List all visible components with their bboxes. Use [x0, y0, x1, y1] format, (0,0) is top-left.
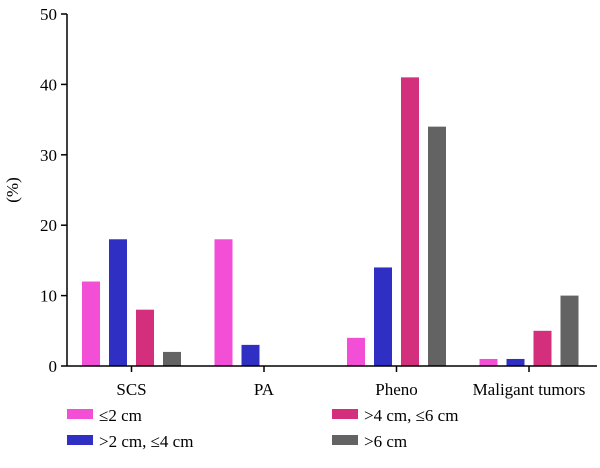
bar: [479, 358, 498, 366]
x-tick-label: SCS: [116, 380, 146, 399]
bar: [428, 126, 446, 366]
bar: [109, 239, 127, 366]
bars: [82, 77, 579, 367]
x-tick-label: Pheno: [375, 380, 418, 399]
legend-swatch: [332, 409, 358, 419]
bar: [374, 267, 392, 366]
legend-swatch: [67, 409, 93, 419]
y-tick-label: 30: [40, 146, 57, 165]
y-axis-ticks: 0 10 20 30 40 50: [40, 5, 67, 376]
y-tick-label: 50: [40, 5, 57, 24]
bar: [506, 358, 525, 366]
y-tick-label: 20: [40, 216, 57, 235]
legend-label: ≤2 cm: [99, 406, 142, 425]
bar: [560, 295, 579, 366]
legend-swatch: [67, 435, 93, 445]
bar: [533, 330, 552, 366]
bar: [163, 351, 181, 366]
bar: [214, 239, 233, 366]
bar: [347, 337, 365, 366]
x-axis-ticks: SCS PA Pheno Maligant tumors: [116, 366, 585, 399]
legend-label: >6 cm: [364, 432, 407, 451]
bar: [401, 77, 419, 367]
x-tick-label: Maligant tumors: [473, 380, 586, 399]
bar: [241, 344, 260, 366]
legend-label: >2 cm, ≤4 cm: [99, 432, 193, 451]
y-tick-label: 40: [40, 75, 57, 94]
bar: [82, 281, 100, 366]
legend-label: >4 cm, ≤6 cm: [364, 406, 458, 425]
y-axis-title: (%): [3, 177, 22, 202]
y-tick-label: 0: [49, 357, 58, 376]
x-tick-label: PA: [254, 380, 275, 399]
legend-swatch: [332, 435, 358, 445]
y-tick-label: 10: [40, 287, 57, 306]
bar: [136, 309, 154, 366]
legend: ≤2 cm >2 cm, ≤4 cm >4 cm, ≤6 cm >6 cm: [67, 406, 458, 451]
